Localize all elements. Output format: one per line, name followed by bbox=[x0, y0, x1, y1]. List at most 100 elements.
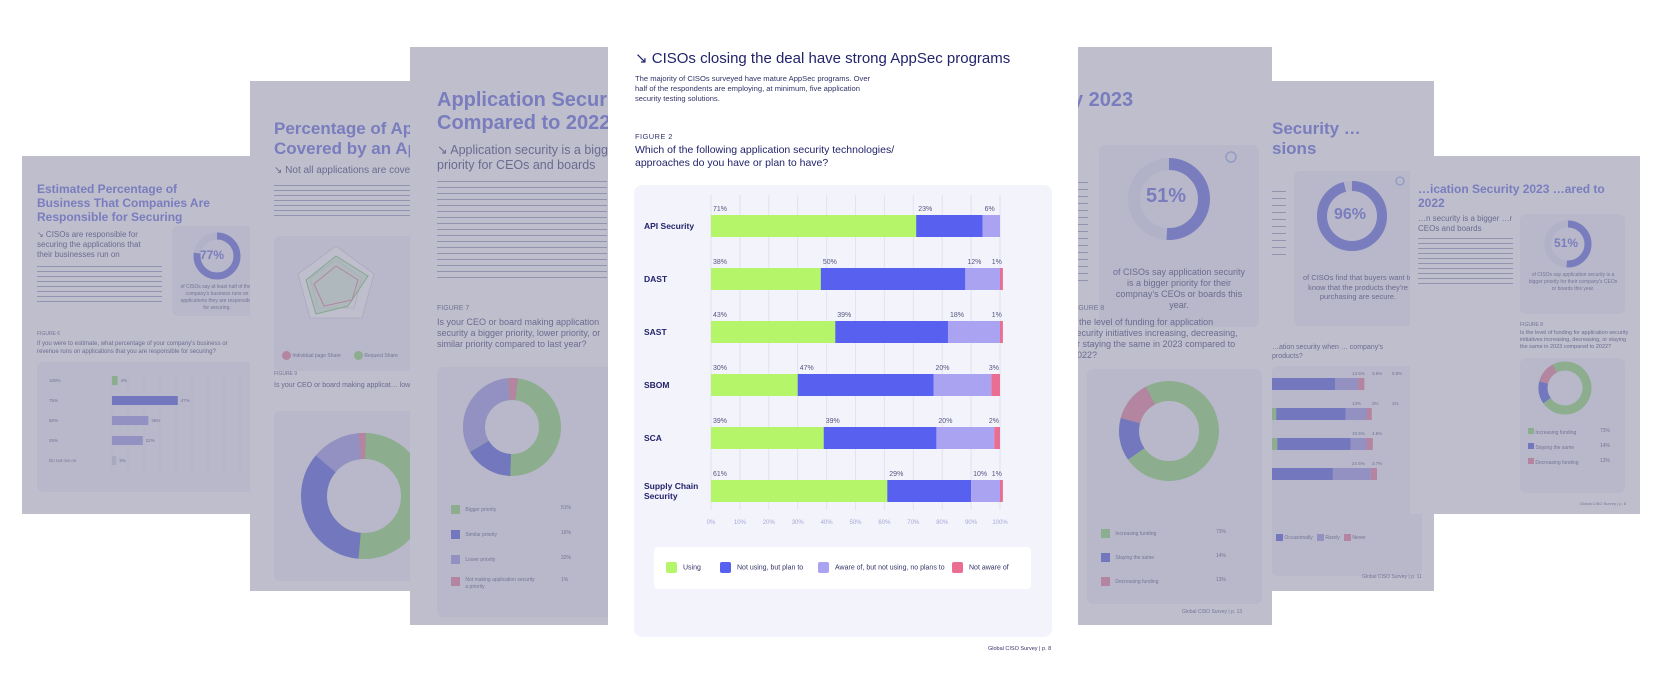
data-label: 13% bbox=[1352, 401, 1361, 406]
page-4-figure-question: s the level of funding for application s… bbox=[1072, 317, 1238, 360]
figure-label: FIGURE 2 bbox=[635, 132, 673, 141]
page-2-title: Percentage of Ap… Covered by an Ap… bbox=[274, 119, 435, 158]
bar-segment bbox=[1000, 268, 1003, 290]
bar-segment bbox=[1276, 408, 1346, 420]
page-6-stat-card: 51% of CISOs say application security is… bbox=[1520, 214, 1625, 314]
page-3-subtitle: ↘ Application security is a bigg… priori… bbox=[437, 143, 615, 172]
page-5-chart-card: 13.5% 3.5% 0.5% 13% 3% 1% 10.5% 4.5% 24.5% 3.7% O… bbox=[1272, 366, 1422, 576]
bar bbox=[112, 376, 118, 385]
page-4-legend-item: Increasing funding 73% bbox=[1101, 529, 1251, 538]
data-label: 1% bbox=[1392, 401, 1399, 406]
data-label: 3.5% bbox=[1372, 371, 1382, 376]
page-3-body bbox=[437, 181, 607, 281]
bar-segment bbox=[1350, 438, 1367, 450]
data-label: 50% bbox=[823, 259, 837, 266]
bar-segment bbox=[711, 268, 821, 290]
page-footer: Global CISO Survey | p. 8 bbox=[988, 646, 1052, 652]
bar bbox=[112, 416, 149, 425]
page-5-stat-caption: of CISOs find that buyers want to know t… bbox=[1302, 273, 1414, 301]
x-tick-label: 30% bbox=[792, 520, 805, 526]
stacked-bar-chart: 0% 10% 20% 30% 40% 50% 60% 70% 80% 90% 100% API Sec… bbox=[644, 195, 1008, 526]
data-label: 10% bbox=[973, 471, 987, 478]
figure-question: Which of the following application secur… bbox=[635, 144, 895, 169]
data-label: 3% bbox=[989, 365, 999, 372]
data-label: 61% bbox=[713, 471, 727, 478]
page-6-donut-card: Increasing funding 73% Staying the same … bbox=[1520, 358, 1625, 493]
bar-category-label: 50% bbox=[49, 418, 58, 423]
bar-value-label: 47% bbox=[181, 398, 190, 403]
bar-segment bbox=[1272, 468, 1333, 480]
page-title: ↘ CISOs closing the deal have strong App… bbox=[635, 50, 1011, 67]
data-label: 39% bbox=[713, 418, 727, 425]
data-label: 3.7% bbox=[1372, 461, 1382, 466]
bar-category-label: 75% bbox=[49, 398, 58, 403]
page-thumbnail-5[interactable]: Security …sions 96% of CISOs find that b… bbox=[1272, 81, 1434, 591]
bar-segment bbox=[1332, 468, 1371, 480]
bar-segment bbox=[887, 480, 972, 502]
page-1-figure-label: FIGURE 6 bbox=[37, 331, 61, 337]
page-thumbnail-6[interactable]: …ication Security 2023 …ared to 2022 …n … bbox=[1410, 156, 1640, 514]
data-label: 13.5% bbox=[1352, 371, 1365, 376]
page-6-legend-item: Decreasing funding 13% bbox=[1528, 458, 1623, 467]
bar-segment bbox=[711, 321, 836, 343]
bar-segment bbox=[994, 427, 1000, 449]
data-label: 18% bbox=[950, 312, 964, 319]
page-5-legend: Occasionally Rarely Never bbox=[1276, 534, 1422, 542]
data-label: 24.5% bbox=[1352, 461, 1365, 466]
bar-segment bbox=[835, 321, 948, 343]
page-6-title: …ication Security 2023 …ared to 2022 bbox=[1418, 182, 1605, 210]
x-tick-label: 100% bbox=[992, 520, 1008, 526]
data-label: 43% bbox=[713, 312, 727, 319]
page-thumbnail-1[interactable]: Estimated Percentage of Business That Co… bbox=[22, 156, 262, 514]
page-thumbnail-3[interactable]: Application Secur… Compared to 2022 ↘ Ap… bbox=[410, 47, 615, 625]
page-3-donut-chart bbox=[463, 378, 561, 476]
bar-segment bbox=[1366, 438, 1373, 450]
page-3-figure-label: FIGURE 7 bbox=[437, 305, 470, 312]
page-3-title: Application Secur… Compared to 2022 bbox=[437, 89, 615, 134]
page-thumbnail-4[interactable]: y 2023 51% of CISOs say application secu… bbox=[1072, 47, 1272, 625]
category-label: Security bbox=[644, 491, 678, 501]
page-4-stat-caption: of CISOs say application security is a b… bbox=[1112, 267, 1246, 310]
page-1-bar-chart: 100% 4% 75% 47% 50% 26% 25% 22% Do not run on 3% bbox=[49, 370, 257, 474]
page-5-body bbox=[1272, 191, 1286, 261]
page-4-donut-card: Increasing funding 73% Staying the same … bbox=[1087, 369, 1262, 604]
bar-value-label: 4% bbox=[121, 378, 128, 383]
page-4-stat-card: 51% of CISOs say application security is… bbox=[1099, 145, 1259, 327]
page-2-figure-label: FIGURE 9 bbox=[274, 371, 298, 377]
page-1-body bbox=[37, 266, 162, 304]
bar-segment bbox=[820, 268, 966, 290]
bar-value-label: 26% bbox=[151, 418, 160, 423]
page-3-legend-item: Bigger priority 51% bbox=[451, 505, 601, 514]
data-label: 71% bbox=[713, 206, 727, 213]
chart-card: 0% 10% 20% 30% 40% 50% 60% 70% 80% 90% 100% API Sec… bbox=[634, 185, 1052, 637]
bar-segment bbox=[1335, 378, 1359, 390]
page-2-figure-question: Is your CEO or board making applicat… lo… bbox=[274, 382, 450, 389]
page-6-figure-question: Is the level of funding for application … bbox=[1520, 330, 1629, 350]
page-6-subtitle: …n security is a bigger …r CEOs and boar… bbox=[1418, 214, 1513, 233]
bar-segment bbox=[1370, 468, 1377, 480]
page-1-gauge bbox=[193, 232, 241, 280]
page-5-stat: 96% bbox=[1334, 206, 1367, 223]
page-6-stat-caption: of CISOs say application security is a b… bbox=[1528, 272, 1618, 292]
page-4-donut-chart bbox=[1119, 381, 1219, 482]
data-label: 20% bbox=[936, 365, 950, 372]
page-6-figure-label: FIGURE 8 bbox=[1520, 322, 1544, 328]
bar-segment bbox=[1272, 408, 1277, 420]
bar-segment bbox=[1345, 408, 1367, 420]
page-6-legend-item: Staying the same 14% bbox=[1528, 443, 1623, 452]
bar-segment bbox=[711, 427, 824, 449]
page-4-gauge bbox=[1128, 151, 1237, 240]
page-3-legend-item: Not making application security a priori… bbox=[451, 577, 601, 591]
page-focused[interactable]: ↘ CISOs closing the deal have strong App… bbox=[608, 44, 1078, 666]
bar-segment bbox=[1272, 378, 1335, 390]
data-label: 47% bbox=[800, 365, 814, 372]
bar-segment bbox=[797, 374, 934, 396]
legend-item-aware-no-plans: Aware of, but not using, no plans to bbox=[818, 562, 945, 573]
page-2-radar-legend-1: Individual page Share bbox=[282, 351, 341, 360]
page-6-gauge bbox=[1544, 220, 1592, 268]
page-3-legend-item: Lower priority 32% bbox=[451, 555, 601, 564]
data-label: 6% bbox=[985, 206, 995, 213]
x-tick-label: 10% bbox=[734, 520, 747, 526]
bar-segment bbox=[1358, 378, 1365, 390]
page-1-stat-card: 77% of CISOs say at least half of their … bbox=[172, 226, 262, 316]
